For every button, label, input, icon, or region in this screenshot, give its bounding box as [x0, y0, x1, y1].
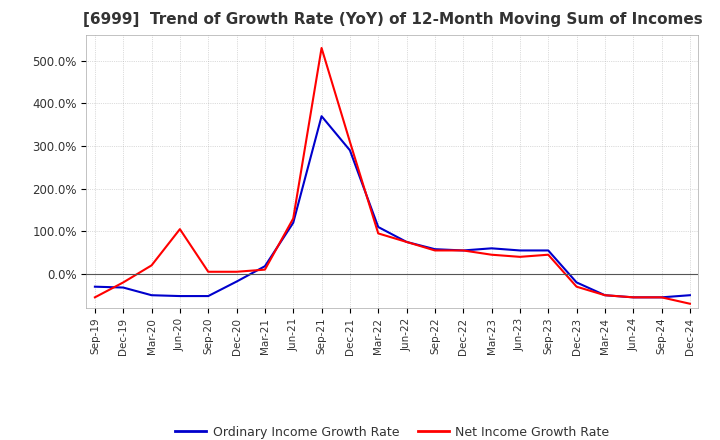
- Ordinary Income Growth Rate: [487, 246, 496, 251]
- Net Income Growth Rate: [176, 227, 184, 232]
- Net Income Growth Rate: [204, 269, 212, 275]
- Ordinary Income Growth Rate: [318, 114, 326, 119]
- Ordinary Income Growth Rate: [289, 220, 297, 225]
- Net Income Growth Rate: [374, 231, 382, 236]
- Ordinary Income Growth Rate: [91, 284, 99, 290]
- Ordinary Income Growth Rate: [600, 293, 609, 298]
- Net Income Growth Rate: [402, 239, 411, 245]
- Net Income Growth Rate: [629, 295, 637, 300]
- Net Income Growth Rate: [657, 295, 666, 300]
- Ordinary Income Growth Rate: [516, 248, 524, 253]
- Ordinary Income Growth Rate: [346, 148, 354, 153]
- Net Income Growth Rate: [516, 254, 524, 260]
- Net Income Growth Rate: [289, 216, 297, 221]
- Net Income Growth Rate: [487, 252, 496, 257]
- Net Income Growth Rate: [544, 252, 552, 257]
- Net Income Growth Rate: [346, 139, 354, 144]
- Net Income Growth Rate: [148, 263, 156, 268]
- Ordinary Income Growth Rate: [657, 295, 666, 300]
- Net Income Growth Rate: [600, 293, 609, 298]
- Net Income Growth Rate: [572, 284, 581, 290]
- Ordinary Income Growth Rate: [629, 295, 637, 300]
- Ordinary Income Growth Rate: [402, 239, 411, 245]
- Ordinary Income Growth Rate: [261, 264, 269, 269]
- Net Income Growth Rate: [91, 295, 99, 300]
- Net Income Growth Rate: [233, 269, 241, 275]
- Net Income Growth Rate: [318, 45, 326, 51]
- Title: [6999]  Trend of Growth Rate (YoY) of 12-Month Moving Sum of Incomes: [6999] Trend of Growth Rate (YoY) of 12-…: [83, 12, 702, 27]
- Ordinary Income Growth Rate: [572, 280, 581, 285]
- Ordinary Income Growth Rate: [544, 248, 552, 253]
- Net Income Growth Rate: [431, 248, 439, 253]
- Ordinary Income Growth Rate: [374, 224, 382, 230]
- Ordinary Income Growth Rate: [431, 246, 439, 252]
- Net Income Growth Rate: [459, 248, 467, 253]
- Net Income Growth Rate: [685, 301, 694, 306]
- Ordinary Income Growth Rate: [176, 293, 184, 299]
- Net Income Growth Rate: [119, 280, 127, 285]
- Net Income Growth Rate: [261, 267, 269, 272]
- Line: Net Income Growth Rate: Net Income Growth Rate: [95, 48, 690, 304]
- Line: Ordinary Income Growth Rate: Ordinary Income Growth Rate: [95, 116, 690, 297]
- Legend: Ordinary Income Growth Rate, Net Income Growth Rate: Ordinary Income Growth Rate, Net Income …: [170, 421, 615, 440]
- Ordinary Income Growth Rate: [204, 293, 212, 299]
- Ordinary Income Growth Rate: [685, 293, 694, 298]
- Ordinary Income Growth Rate: [233, 279, 241, 284]
- Ordinary Income Growth Rate: [119, 285, 127, 290]
- Ordinary Income Growth Rate: [459, 248, 467, 253]
- Ordinary Income Growth Rate: [148, 293, 156, 298]
